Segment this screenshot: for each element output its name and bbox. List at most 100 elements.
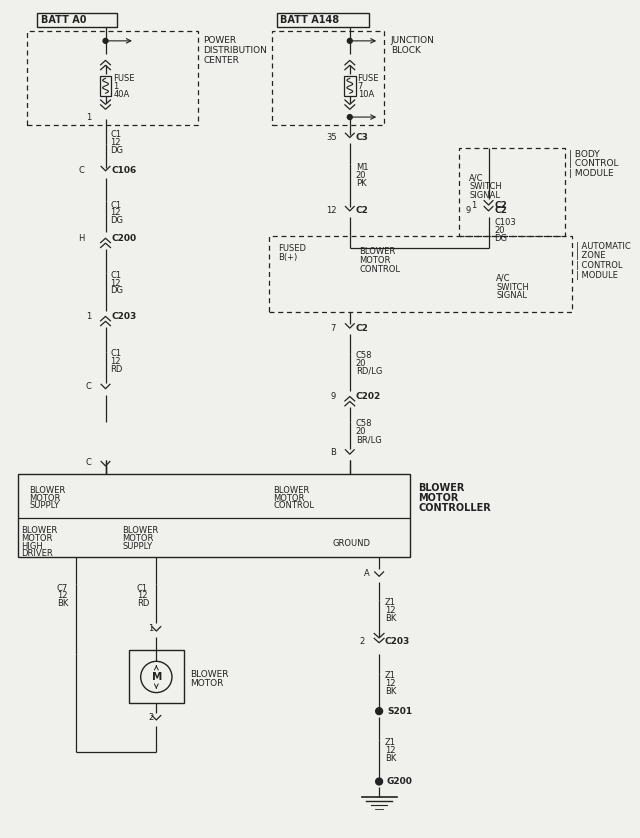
Text: DG: DG — [111, 146, 124, 155]
Bar — [344, 76, 356, 96]
Text: C58: C58 — [356, 419, 372, 428]
Bar — [17, 473, 410, 556]
Text: MOTOR: MOTOR — [191, 680, 224, 688]
Text: BK: BK — [57, 599, 68, 608]
Text: 10A: 10A — [358, 91, 374, 99]
Text: BR/LG: BR/LG — [356, 435, 381, 444]
Text: 20: 20 — [356, 171, 366, 180]
Text: POWER: POWER — [204, 36, 236, 45]
Text: BATT A0: BATT A0 — [41, 15, 86, 25]
Text: C1: C1 — [111, 130, 122, 139]
Text: 12: 12 — [111, 279, 121, 287]
Text: 1: 1 — [86, 112, 92, 122]
Text: FUSE: FUSE — [113, 75, 135, 84]
Text: MOTOR: MOTOR — [22, 534, 53, 543]
Text: A/C: A/C — [497, 274, 511, 282]
Bar — [28, 31, 198, 125]
Text: Z1: Z1 — [385, 671, 396, 680]
Text: | CONTROL: | CONTROL — [569, 159, 618, 168]
Text: MOTOR: MOTOR — [29, 494, 61, 503]
Circle shape — [348, 39, 352, 44]
Circle shape — [348, 115, 352, 120]
Text: 40A: 40A — [113, 91, 129, 99]
Bar — [37, 13, 117, 27]
Text: 7: 7 — [358, 82, 363, 91]
Text: BLOCK: BLOCK — [391, 46, 420, 55]
Text: BK: BK — [385, 753, 396, 763]
Text: 12: 12 — [111, 209, 121, 217]
Text: | ZONE: | ZONE — [577, 251, 606, 261]
Text: A: A — [364, 569, 369, 578]
Text: | MODULE: | MODULE — [577, 271, 618, 280]
Text: C2: C2 — [495, 206, 508, 215]
Bar — [276, 13, 369, 27]
Text: 9: 9 — [330, 392, 335, 401]
Text: DG: DG — [495, 234, 508, 243]
Text: 12: 12 — [137, 592, 147, 600]
Text: DG: DG — [111, 287, 124, 296]
Text: SIGNAL: SIGNAL — [469, 191, 500, 199]
Text: MOTOR: MOTOR — [360, 256, 391, 265]
Text: 35: 35 — [326, 133, 337, 142]
Text: CONTROL: CONTROL — [273, 501, 315, 510]
Text: DG: DG — [111, 216, 124, 225]
Text: 1: 1 — [148, 623, 154, 633]
Text: FUSE: FUSE — [358, 75, 379, 84]
Text: 12: 12 — [57, 592, 67, 600]
Text: C: C — [86, 382, 92, 391]
Text: 12: 12 — [326, 206, 337, 215]
Text: C200: C200 — [111, 234, 136, 243]
Text: 2: 2 — [148, 712, 154, 722]
Text: C7: C7 — [57, 583, 68, 592]
Text: | CONTROL: | CONTROL — [577, 261, 623, 270]
Text: C58: C58 — [356, 351, 372, 360]
Text: RD: RD — [137, 599, 149, 608]
Text: DISTRIBUTION: DISTRIBUTION — [204, 46, 267, 55]
Bar — [100, 76, 111, 96]
Text: SUPPLY: SUPPLY — [29, 501, 60, 510]
Text: 12: 12 — [111, 138, 121, 147]
Text: 12: 12 — [385, 746, 396, 755]
Text: MOTOR: MOTOR — [122, 534, 154, 543]
Text: C3: C3 — [356, 133, 369, 142]
Text: DRIVER: DRIVER — [22, 550, 53, 558]
Text: 2: 2 — [360, 637, 365, 646]
Text: C2: C2 — [356, 206, 369, 215]
Text: C1: C1 — [137, 583, 148, 592]
Bar — [271, 31, 384, 125]
Text: FUSED: FUSED — [278, 245, 307, 253]
Text: BLOWER: BLOWER — [22, 526, 58, 535]
Circle shape — [376, 779, 383, 785]
Text: C203: C203 — [111, 312, 137, 321]
Text: 12: 12 — [385, 680, 396, 688]
Text: BK: BK — [385, 613, 396, 623]
Text: | AUTOMATIC: | AUTOMATIC — [577, 241, 631, 251]
Bar — [129, 649, 184, 703]
Text: BK: BK — [385, 687, 396, 696]
Text: C202: C202 — [356, 392, 381, 401]
Bar — [269, 236, 572, 313]
Text: RD: RD — [111, 365, 123, 374]
Text: B(+): B(+) — [278, 253, 298, 262]
Text: 1: 1 — [113, 82, 118, 91]
Text: CONTROL: CONTROL — [360, 265, 401, 274]
Text: C203: C203 — [385, 637, 410, 646]
Text: Z1: Z1 — [385, 738, 396, 747]
Text: G200: G200 — [387, 777, 413, 786]
Text: BLOWER: BLOWER — [360, 247, 396, 256]
Text: BLOWER: BLOWER — [273, 486, 310, 494]
Text: C2: C2 — [356, 323, 369, 333]
Text: 20: 20 — [356, 359, 366, 368]
Text: 1: 1 — [471, 200, 476, 210]
Text: BLOWER: BLOWER — [191, 670, 229, 679]
Text: B: B — [330, 447, 336, 457]
Text: SWITCH: SWITCH — [469, 182, 502, 191]
Text: BLOWER: BLOWER — [418, 484, 465, 494]
Text: 9: 9 — [465, 206, 470, 215]
Text: CONTROLLER: CONTROLLER — [418, 503, 491, 513]
Text: Z1: Z1 — [385, 598, 396, 608]
Text: C103: C103 — [495, 218, 516, 227]
Text: SWITCH: SWITCH — [497, 282, 529, 292]
Text: MOTOR: MOTOR — [273, 494, 305, 503]
Text: 12: 12 — [111, 357, 121, 366]
